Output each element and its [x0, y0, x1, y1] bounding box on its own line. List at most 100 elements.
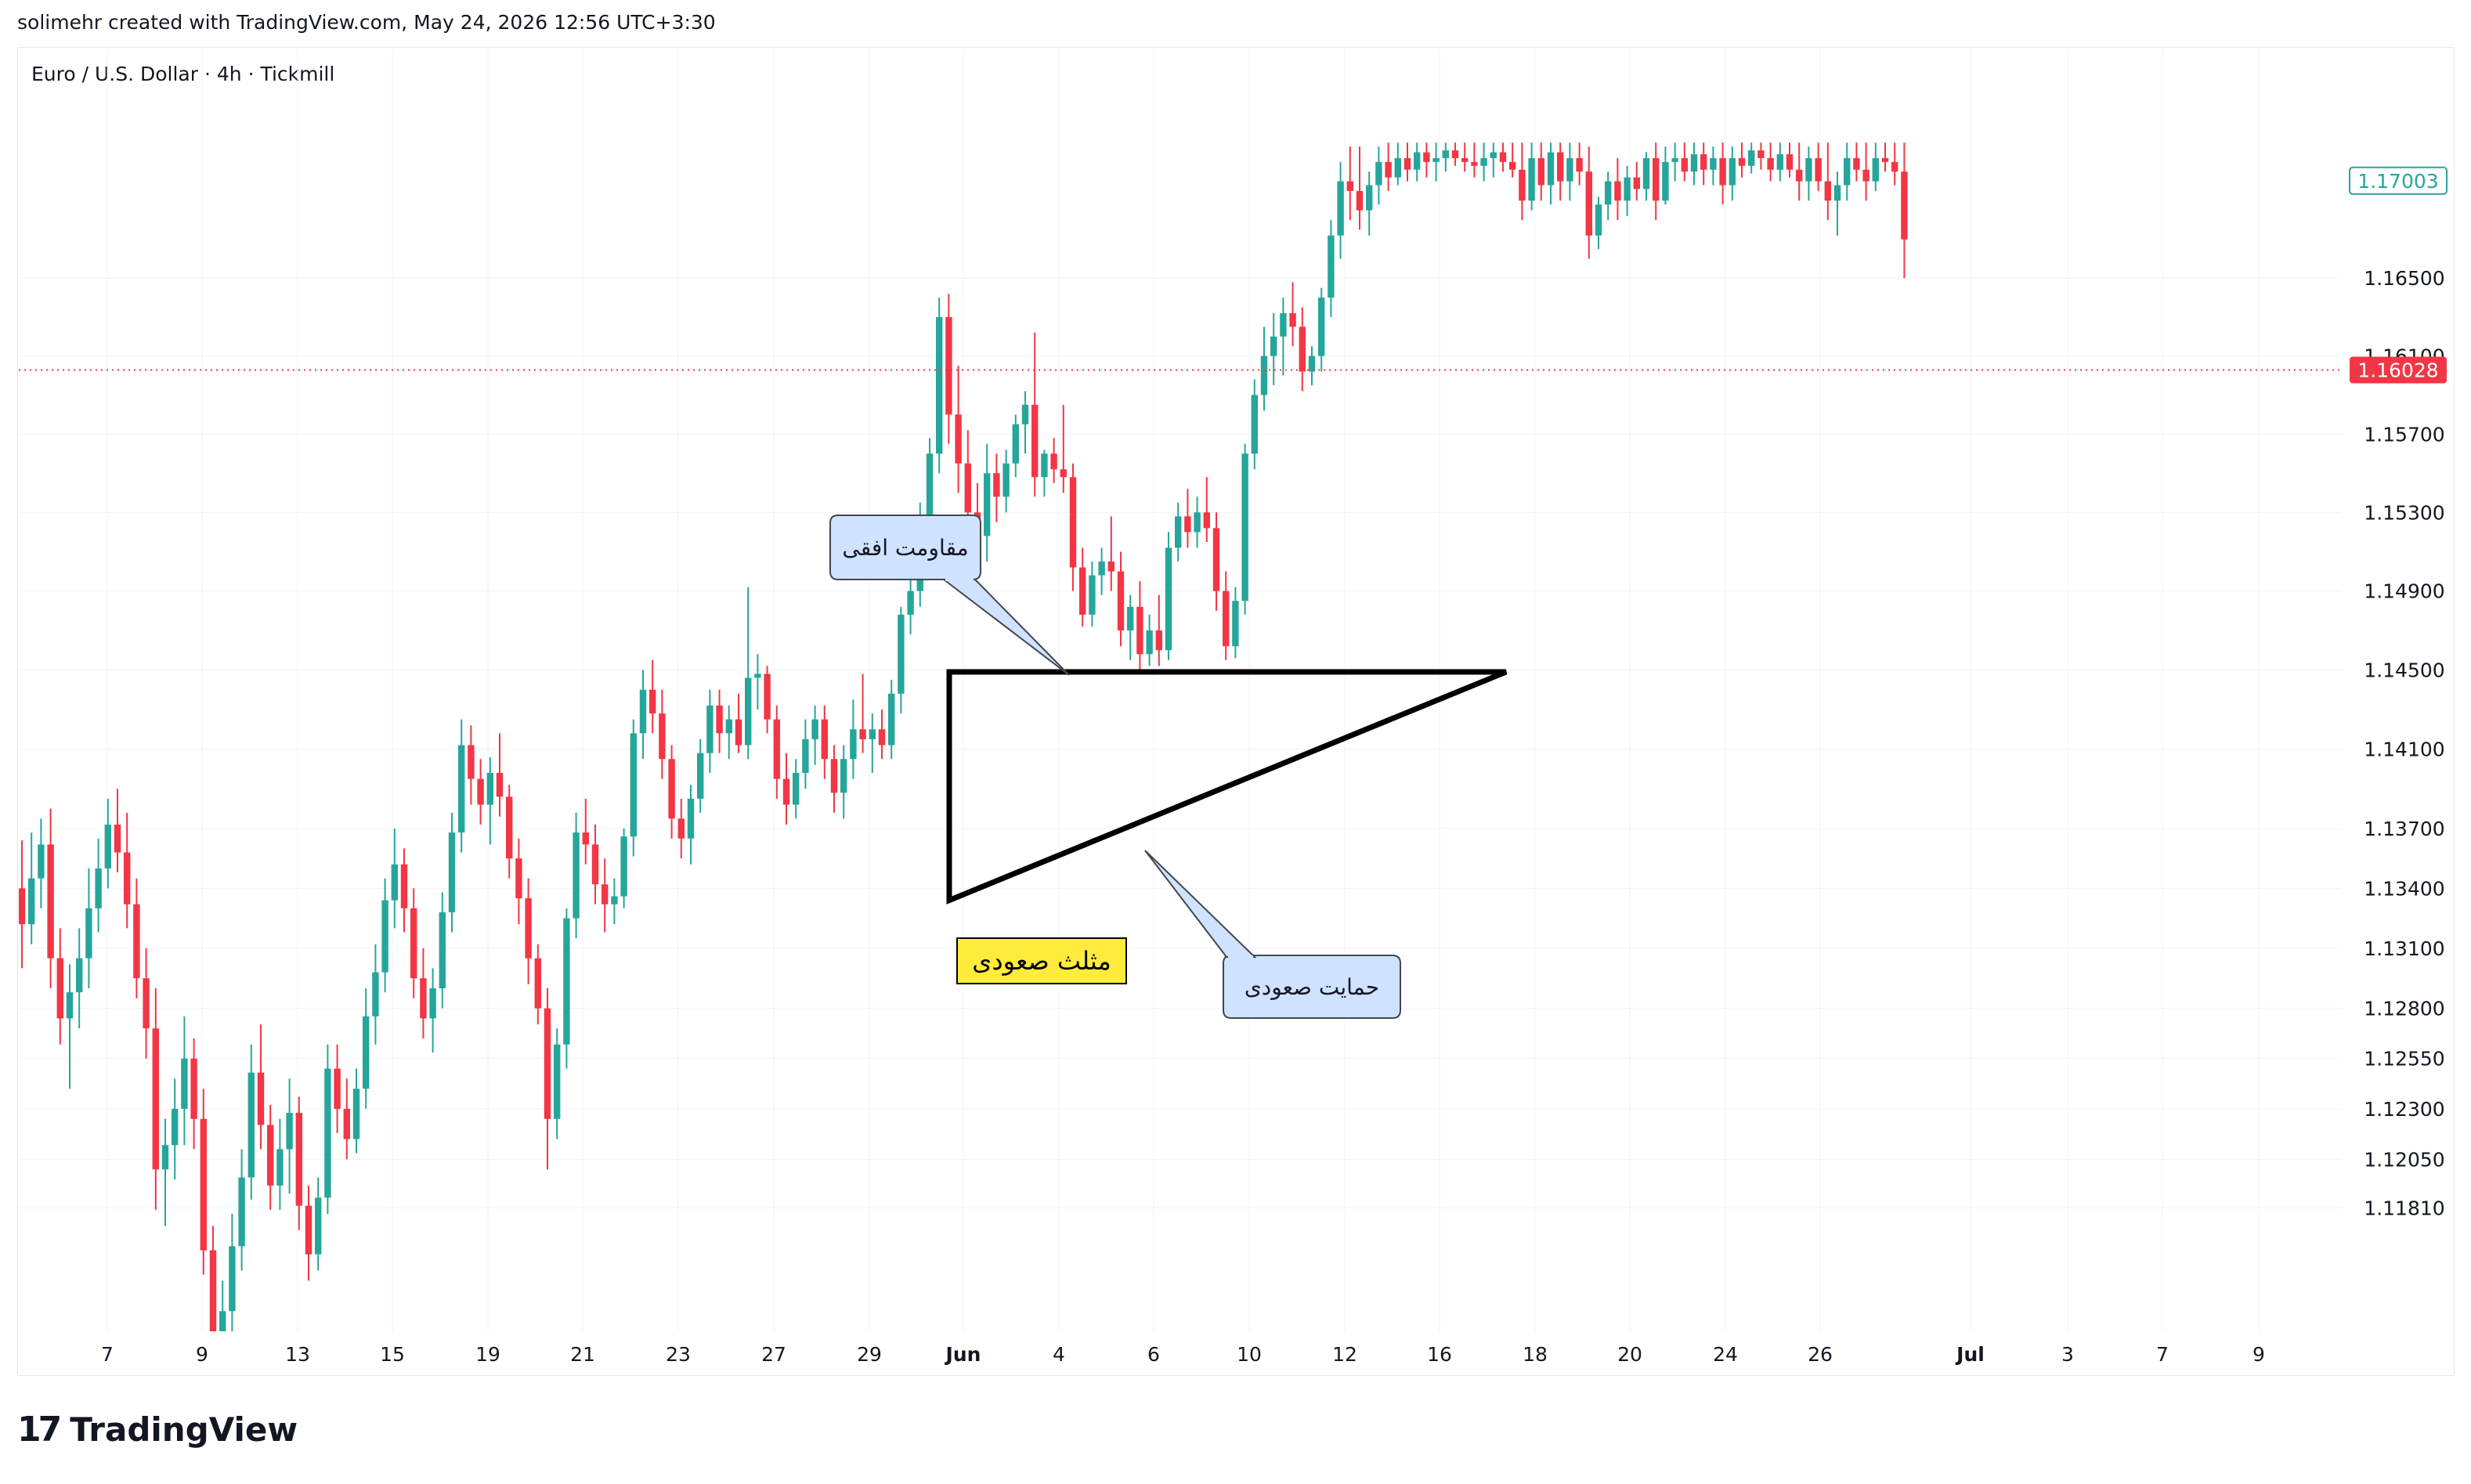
candle-body — [19, 888, 26, 925]
candle-body — [639, 689, 647, 734]
candle-body — [1710, 157, 1717, 170]
candle-body — [1891, 161, 1898, 172]
candle-body — [1414, 152, 1421, 170]
candle-body — [1776, 153, 1783, 170]
candle-body — [611, 896, 618, 904]
candle-body — [687, 798, 695, 839]
candle-body — [143, 978, 150, 1029]
candle-body — [172, 1108, 179, 1146]
candle-body — [324, 1068, 331, 1198]
candle-body — [677, 818, 685, 839]
candle-body — [1824, 181, 1831, 201]
x-tick-label: 12 — [1332, 1343, 1357, 1366]
candle-body — [1451, 150, 1459, 158]
candle-body — [1308, 356, 1316, 372]
candle-body — [563, 918, 570, 1045]
y-tick-label: 1.12050 — [2364, 1148, 2444, 1171]
candle-body — [410, 908, 417, 979]
candle-body — [735, 719, 742, 746]
candle-body — [697, 753, 704, 799]
current-price-label: 1.16028 — [2357, 359, 2438, 382]
y-tick-label: 1.14900 — [2364, 580, 2444, 603]
candle-body — [1805, 157, 1812, 182]
x-tick-label: 26 — [1808, 1343, 1833, 1366]
candle-body — [1079, 567, 1086, 615]
candle-body — [1060, 469, 1067, 478]
chart-frame[interactable] — [17, 47, 2455, 1376]
candle-body — [343, 1108, 350, 1139]
candle-body — [1356, 190, 1364, 211]
y-tick-label: 1.14500 — [2364, 659, 2444, 681]
candle-body — [114, 824, 121, 853]
chart-grid — [19, 49, 2342, 1331]
candle-body — [955, 414, 962, 464]
candle-body — [1853, 157, 1860, 170]
candle-body — [1270, 336, 1277, 356]
candle-body — [515, 858, 522, 899]
x-tick-label: 7 — [101, 1343, 114, 1366]
candle-body — [372, 972, 379, 1016]
candle-body — [706, 705, 713, 753]
candle-body — [1002, 463, 1010, 497]
candle-body — [591, 844, 599, 885]
candle-body — [1738, 157, 1746, 166]
candle-body — [1107, 561, 1114, 572]
last-price-tag — [2349, 166, 2448, 195]
y-tick-label: 1.12550 — [2364, 1048, 2444, 1071]
candle-body — [573, 832, 580, 919]
candle-body — [1098, 561, 1105, 576]
candle-body — [1442, 150, 1449, 158]
tradingview-logo[interactable]: 17 TradingView — [17, 1410, 298, 1450]
candle-body — [1862, 169, 1870, 182]
candle-body — [1117, 571, 1125, 631]
candle-body — [1471, 161, 1478, 166]
candle-body — [1844, 157, 1851, 186]
candle-body — [601, 884, 609, 904]
candle-body — [793, 772, 800, 805]
candle-body — [1432, 157, 1440, 162]
candle-body — [56, 958, 63, 1019]
x-tick-label: 9 — [196, 1343, 208, 1366]
candle-body — [28, 878, 35, 925]
candle-body — [1165, 547, 1172, 651]
x-tick-label: 21 — [570, 1343, 595, 1366]
candle-body — [850, 729, 857, 760]
candle-body — [458, 745, 465, 833]
candle-body — [76, 958, 83, 993]
annotations-layer: مقاومت افقی حمایت صعودی مثلث صعودی — [19, 369, 2342, 1019]
candle-body — [907, 590, 914, 615]
candle-body — [1403, 157, 1411, 170]
candle-body — [38, 844, 45, 879]
time-axis: 7 9 13 15 19 21 23 27 29 Jun 4 6 10 12 16 18 20 24 26 Jul 3 7… — [101, 1343, 2265, 1366]
candle-body — [315, 1197, 322, 1255]
candle-body — [506, 796, 513, 859]
support-callout-box — [1223, 955, 1401, 1019]
ascending-triangle — [946, 669, 1508, 904]
x-tick-label: 20 — [1617, 1343, 1642, 1366]
y-tick-label: 1.13400 — [2364, 877, 2444, 900]
candle-body — [1260, 356, 1268, 395]
candle-body — [1758, 150, 1765, 158]
pattern-label-text: مثلث صعودی — [972, 946, 1111, 976]
candle-body — [1021, 404, 1029, 424]
candle-body — [391, 864, 398, 901]
candle-body — [898, 614, 905, 694]
candle-body — [1642, 157, 1650, 190]
candle-body — [305, 1205, 312, 1255]
support-callout-text: حمایت صعودی — [1245, 974, 1379, 1000]
x-tick-label: 13 — [285, 1343, 310, 1366]
y-tick-label: 1.15700 — [2364, 423, 2444, 446]
candle-body — [1212, 528, 1220, 591]
candle-body — [124, 852, 131, 904]
candle-body — [1366, 185, 1373, 211]
candle-body — [1299, 327, 1306, 372]
candle-body — [1595, 204, 1602, 236]
candle-body — [1614, 181, 1621, 201]
candle-body — [1681, 157, 1688, 172]
candle-body — [190, 1058, 197, 1119]
candle-body — [1050, 453, 1057, 470]
candle-body — [1662, 161, 1669, 201]
candle-body — [534, 958, 541, 1009]
candle-body — [1557, 152, 1564, 182]
